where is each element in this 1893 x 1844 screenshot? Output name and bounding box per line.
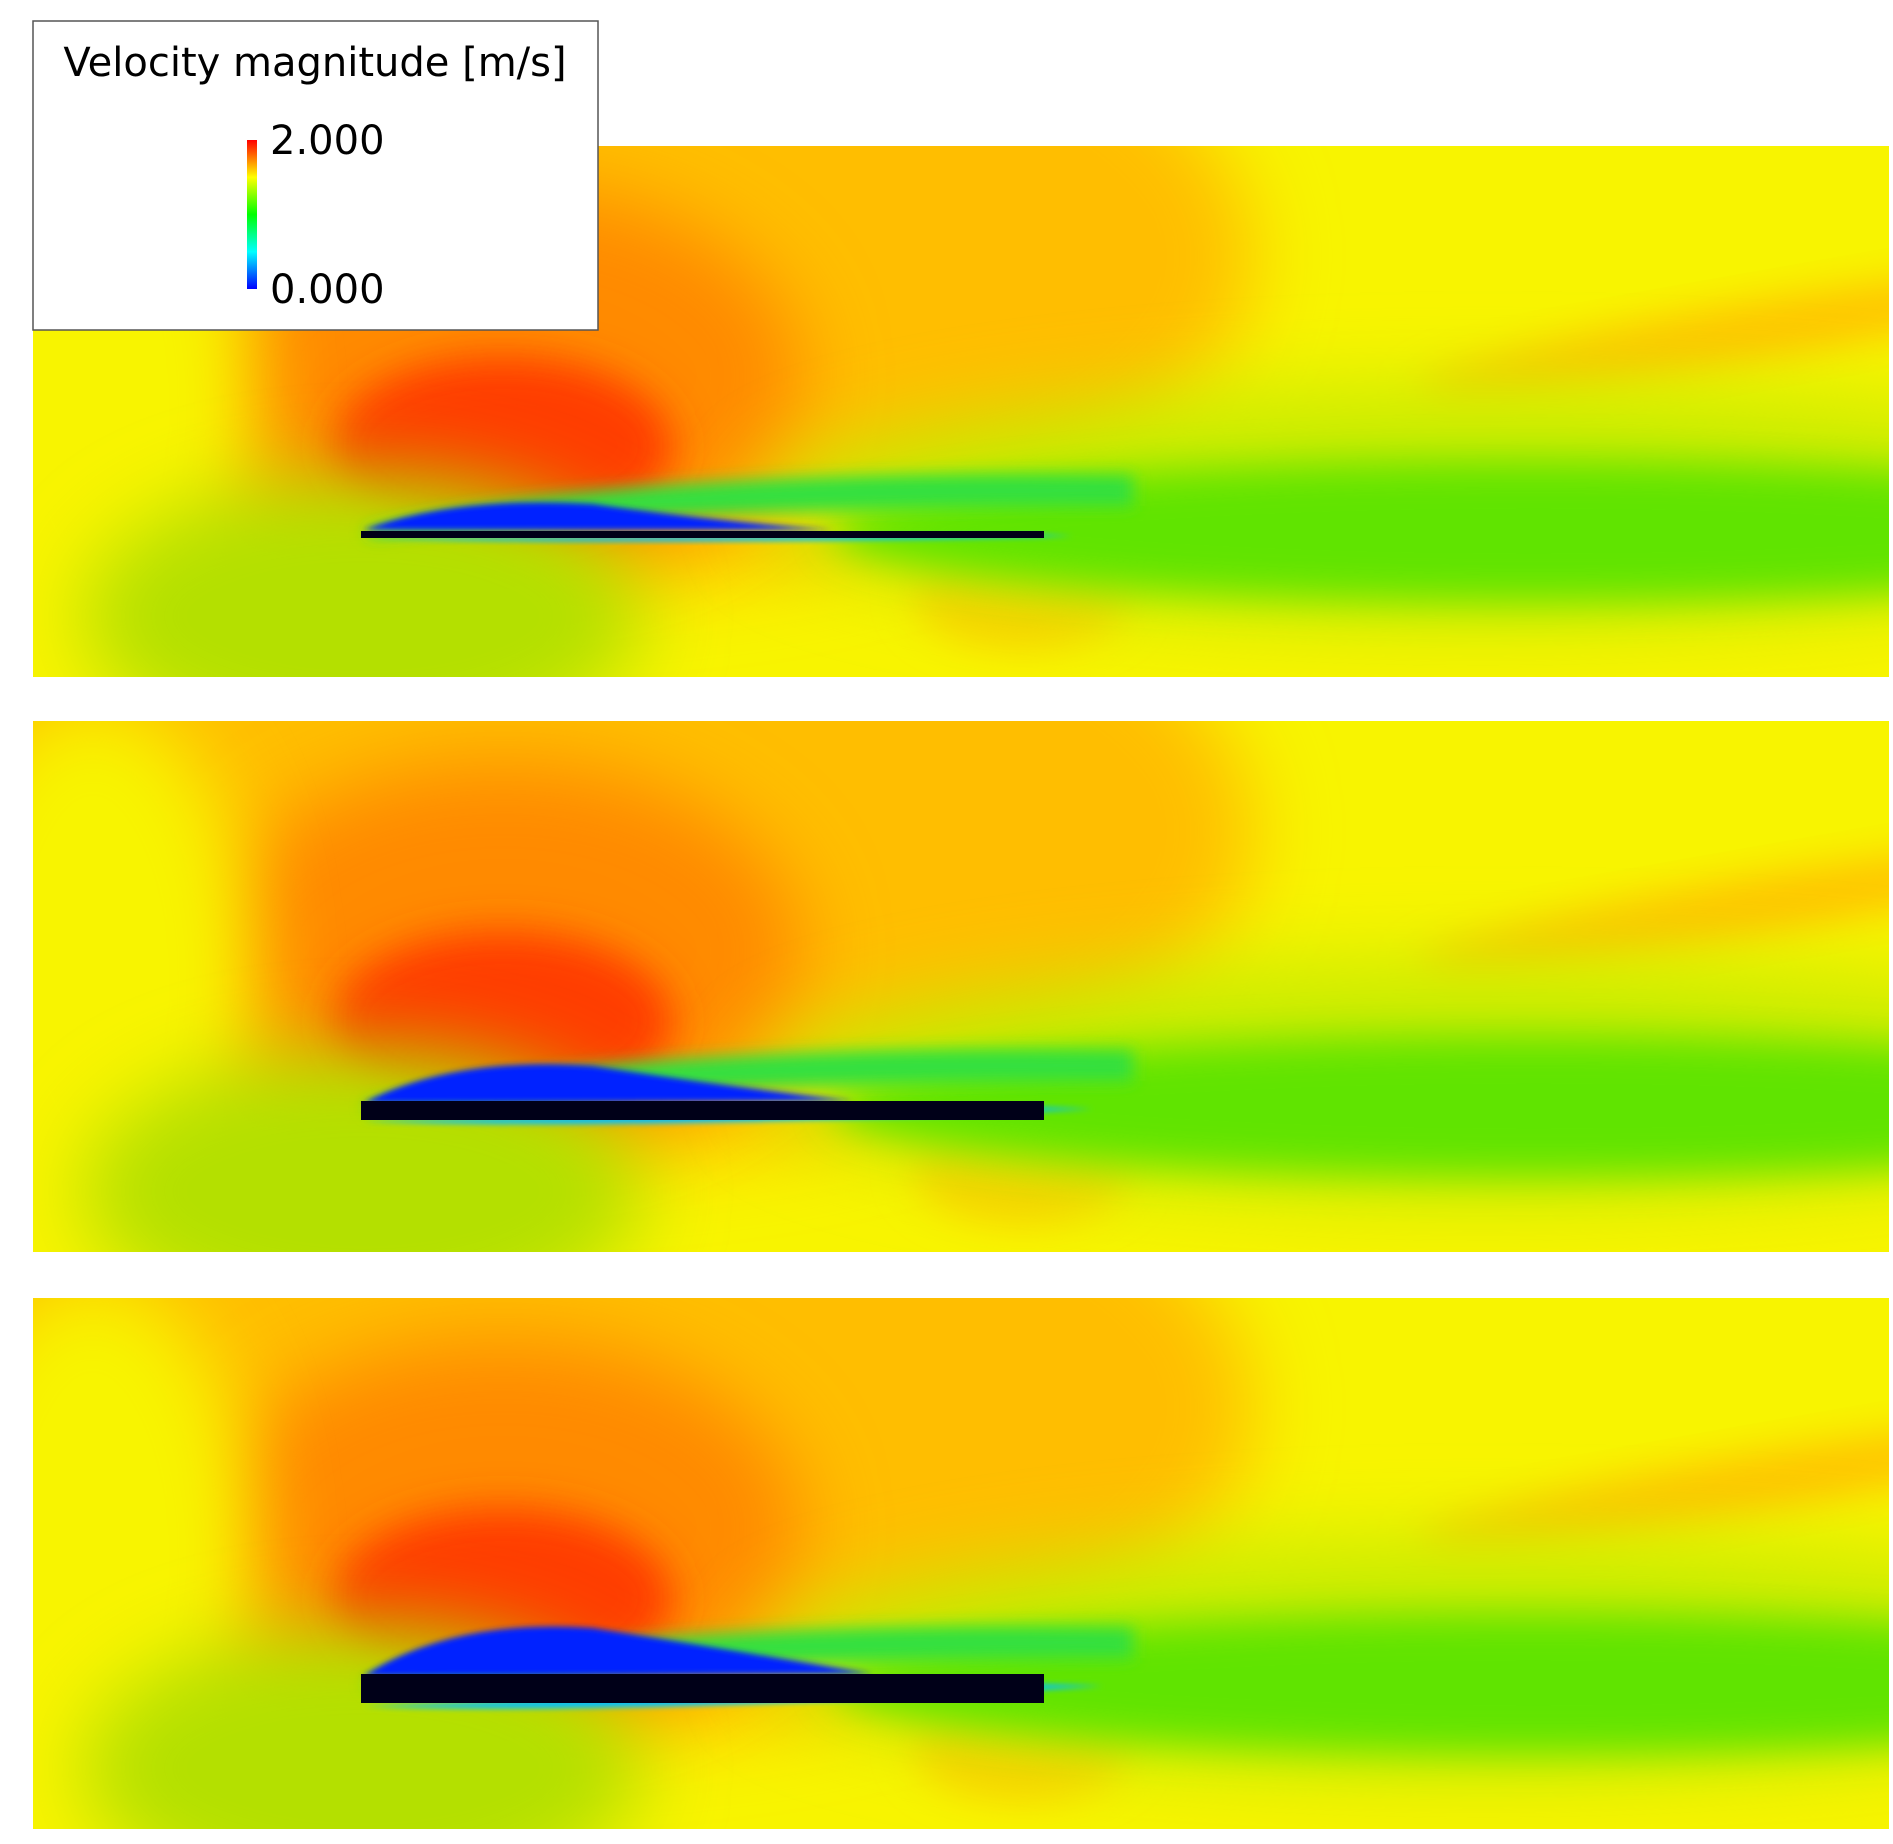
contour-panel [0, 1078, 1893, 1844]
contour-panel [0, 0, 1893, 756]
contour-panel [0, 501, 1893, 1331]
legend: Velocity magnitude [m/s] 2.000 0.000 [32, 20, 599, 331]
legend-title: Velocity magnitude [m/s] [63, 40, 566, 86]
colorbar [247, 140, 257, 289]
colorbar-label: 0.000 [270, 267, 385, 313]
colorbar-label: 2.000 [270, 118, 385, 164]
legend-box [32, 20, 599, 331]
